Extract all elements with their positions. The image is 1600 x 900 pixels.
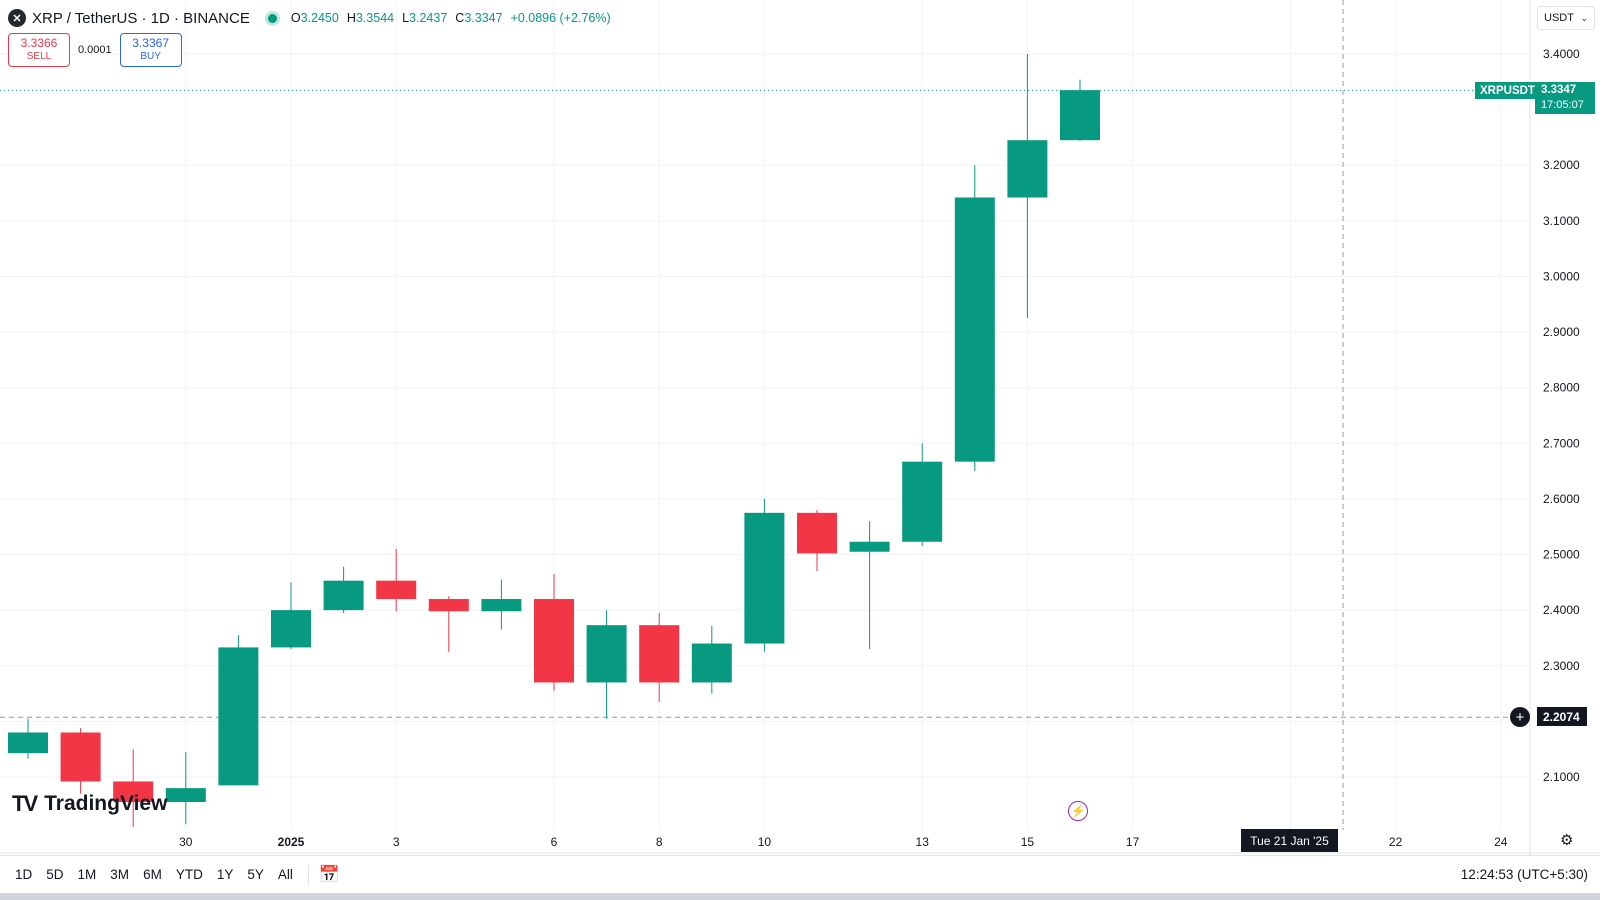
candle-body: [481, 599, 522, 612]
candle-body: [849, 541, 890, 552]
candle-body: [902, 461, 943, 542]
y-tick-label: 3.2000: [1543, 158, 1580, 172]
sell-button[interactable]: 3.3366 SELL: [8, 33, 70, 67]
chevron-down-icon: ⌄: [1580, 12, 1588, 23]
toolbar-divider: [307, 864, 309, 885]
range-button-all[interactable]: All: [277, 867, 293, 882]
crosshair-price-label: 2.2074: [1537, 707, 1587, 726]
x-tick-label: 30: [179, 835, 193, 849]
calendar-icon[interactable]: 📅: [318, 864, 341, 884]
y-tick-label: 3.4000: [1543, 47, 1580, 61]
range-button-1d[interactable]: 1D: [15, 867, 33, 882]
spread-value: 0.0001: [78, 44, 112, 56]
candle-body: [60, 732, 101, 782]
candle-body: [954, 197, 995, 462]
buy-button[interactable]: 3.3367 BUY: [119, 33, 182, 67]
y-tick-label: 3.1000: [1543, 214, 1580, 228]
clock[interactable]: 12:24:53 (UTC+5:30): [1460, 867, 1588, 882]
y-tick-label: 2.6000: [1543, 492, 1580, 506]
range-button-ytd[interactable]: YTD: [175, 867, 203, 882]
x-tick-label: 22: [1389, 835, 1403, 849]
ohlc-values: O3.2450 H3.3544 L3.2437 C3.3347 +0.0896 …: [290, 11, 611, 25]
range-buttons: 1D 5D 1M 3M 6M YTD 1Y 5Y All: [8, 867, 300, 882]
candlestick-chart[interactable]: 2.10002.20002.30002.40002.50002.60002.70…: [0, 0, 1600, 855]
range-button-5y[interactable]: 5Y: [247, 867, 264, 882]
market-open-icon: [267, 13, 277, 23]
x-tick-label: 15: [1021, 835, 1035, 849]
last-price-tag: 3.3347 17:05:07: [1535, 82, 1595, 114]
x-tick-label: 3: [393, 835, 400, 849]
bottom-strip: [0, 893, 1600, 900]
range-button-6m[interactable]: 6M: [143, 867, 162, 882]
crosshair-date-label: Tue 21 Jan '25: [1241, 829, 1338, 852]
bar-countdown: 17:05:07: [1541, 99, 1584, 111]
symbol-price-tag: XRPUSDT: [1475, 82, 1540, 99]
candle-body: [534, 599, 574, 683]
y-tick-label: 2.8000: [1543, 381, 1580, 395]
range-button-1m[interactable]: 1M: [77, 867, 97, 882]
chart-legend: ✕ XRP / TetherUS · 1D · BINANCE O3.2450 …: [8, 7, 611, 29]
x-tick-label: 17: [1126, 835, 1140, 849]
range-button-5d[interactable]: 5D: [46, 867, 64, 882]
candle-body: [797, 512, 837, 554]
y-tick-label: 2.4000: [1543, 603, 1580, 617]
y-tick-label: 2.7000: [1543, 436, 1580, 450]
candle-body: [1007, 140, 1048, 198]
y-tick-label: 2.9000: [1543, 325, 1580, 339]
y-tick-label: 3.0000: [1543, 269, 1580, 283]
y-tick-label: 2.1000: [1543, 770, 1580, 784]
y-tick-label: 2.3000: [1543, 659, 1580, 673]
x-tick-label: 8: [656, 835, 663, 849]
candle-body: [113, 781, 154, 803]
candle-body: [586, 625, 627, 683]
candle-body: [218, 647, 259, 786]
candle-body: [376, 580, 417, 600]
candle-body: [639, 625, 680, 683]
currency-selector[interactable]: USDT ⌄: [1537, 6, 1595, 30]
xrp-logo-icon: ✕: [8, 9, 26, 27]
range-button-1y[interactable]: 1Y: [216, 867, 234, 882]
symbol-title[interactable]: XRP / TetherUS · 1D · BINANCE: [32, 9, 250, 27]
candle-body: [1060, 90, 1100, 141]
candle-body: [744, 512, 785, 644]
candle-body: [8, 732, 48, 754]
tradingview-mark-icon: TV: [12, 791, 38, 816]
tradingview-logo[interactable]: TV TradingView: [12, 791, 168, 816]
x-tick-label: 13: [916, 835, 930, 849]
range-button-3m[interactable]: 3M: [110, 867, 130, 882]
lightning-event-icon[interactable]: ⚡: [1068, 801, 1088, 821]
candle-body: [165, 788, 206, 803]
gear-icon[interactable]: ⚙: [1560, 832, 1574, 849]
y-tick-label: 2.5000: [1543, 548, 1580, 562]
bottom-toolbar: 1D 5D 1M 3M 6M YTD 1Y 5Y All 📅 12:24:53 (UTC+5:3…: [0, 855, 1600, 893]
candle-body: [428, 599, 469, 612]
x-tick-label: 24: [1494, 835, 1508, 849]
x-tick-label: 2025: [278, 835, 305, 849]
candle-body: [323, 580, 364, 611]
price-change: +0.0896 (+2.76%): [510, 11, 611, 25]
candle-body: [271, 610, 311, 648]
add-alert-plus-icon[interactable]: +: [1510, 707, 1530, 727]
quick-trade-panel: 3.3366 SELL 0.0001 3.3367 BUY: [8, 33, 182, 67]
x-tick-label: 6: [551, 835, 558, 849]
x-tick-label: 10: [758, 835, 772, 849]
candle-body: [691, 643, 732, 683]
